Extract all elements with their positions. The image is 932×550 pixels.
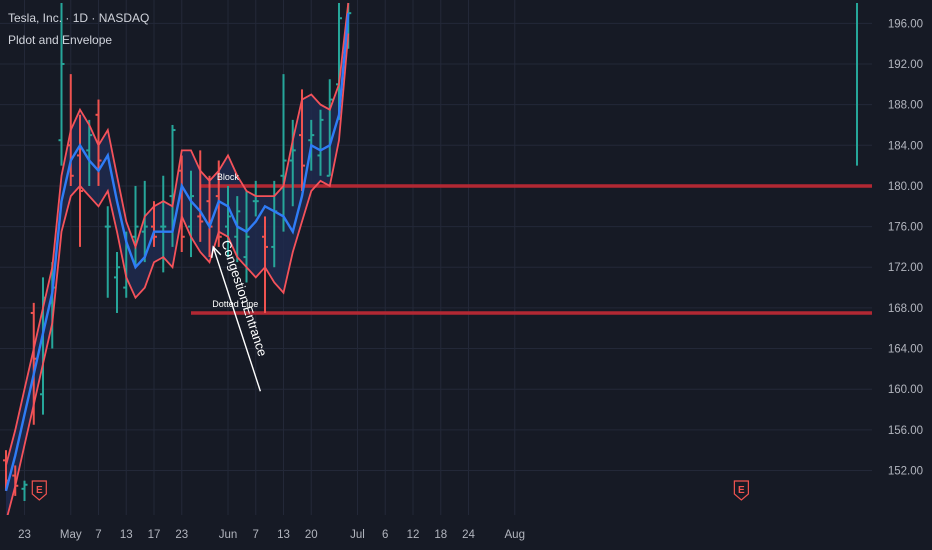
x-tick-label: 6 [382, 529, 388, 541]
ohlc-bar [262, 216, 268, 313]
arrow-head [211, 245, 222, 258]
x-tick-label: 23 [175, 529, 188, 541]
ohlc-bar [197, 150, 204, 242]
earnings-badge-label: E [738, 485, 745, 496]
y-tick-label: 188.00 [888, 100, 923, 112]
ohlc-bar [151, 201, 157, 247]
earnings-marker: E [31, 480, 47, 501]
earnings-badge [31, 480, 47, 501]
envelope-high-line [5, 2, 350, 466]
y-axis: 152.00 156.00 160.00 164.00 168.00 172.00 176.… [888, 18, 923, 477]
x-tick-label: 7 [95, 529, 101, 541]
ohlc-bar [225, 185, 231, 258]
ohlc-bar [289, 119, 296, 207]
x-tick-label: 13 [120, 529, 133, 541]
envelope-band [6, 3, 349, 515]
x-tick-label: 23 [18, 529, 31, 541]
x-tick-label: 20 [305, 529, 318, 541]
ohlc-bar [280, 74, 287, 232]
y-tick-label: 152.00 [888, 466, 923, 478]
x-tick-label: Aug [505, 529, 525, 541]
y-tick-label: 176.00 [888, 222, 923, 234]
x-tick-label: 24 [462, 529, 475, 541]
ohlc-bar [141, 180, 148, 263]
ohlc-bar [114, 252, 120, 313]
earnings-badge-label: E [36, 485, 43, 496]
y-tick-label: 196.00 [888, 18, 923, 30]
y-tick-label: 168.00 [888, 303, 923, 315]
y-tick-label: 180.00 [888, 181, 923, 193]
x-tick-label: 13 [277, 529, 290, 541]
ohlc-bar [188, 170, 194, 258]
ohlc-bar [58, 3, 65, 166]
x-tick-label: 17 [148, 529, 161, 541]
x-tick-label: 18 [434, 529, 447, 541]
ohlc-bar [234, 196, 241, 263]
y-tick-label: 172.00 [888, 262, 923, 274]
indicator-label[interactable]: Pldot and Envelope [8, 33, 113, 47]
ohlc-bar [77, 114, 83, 247]
level-label-block: Block [217, 172, 240, 182]
y-tick-label: 192.00 [888, 59, 923, 71]
x-axis: 23 May 7 13 17 23 Jun 7 13 20 Jul 6 12 18 24 Aug [18, 529, 525, 541]
x-tick-label: 12 [407, 529, 420, 541]
ohlc-bar [252, 180, 259, 217]
x-tick-label: May [60, 529, 82, 541]
y-tick-label: 184.00 [888, 140, 923, 152]
ohlc-bar [132, 185, 139, 268]
y-tick-label: 164.00 [888, 344, 923, 356]
ohlc-bar [326, 79, 333, 177]
symbol-title[interactable]: Tesla, Inc. · 1D · NASDAQ [8, 11, 150, 25]
x-tick-label: 7 [253, 529, 259, 541]
ohlc-bar [299, 89, 305, 192]
x-tick-label: Jul [350, 529, 365, 541]
earnings-badge [733, 480, 749, 501]
arrow-shaft [212, 246, 262, 392]
y-tick-label: 160.00 [888, 384, 923, 396]
ohlc-bar [104, 206, 111, 298]
y-tick-label: 156.00 [888, 425, 923, 437]
ohlc-bar [86, 119, 93, 186]
x-tick-label: Jun [219, 529, 238, 541]
ohlc-bar [21, 480, 28, 501]
level-label-dotted: Dotted Line [212, 299, 258, 309]
pldot-line [4, 13, 350, 492]
ohlc-bar [317, 109, 324, 176]
earnings-marker: E [733, 480, 749, 501]
envelope-low-line [6, 33, 350, 515]
